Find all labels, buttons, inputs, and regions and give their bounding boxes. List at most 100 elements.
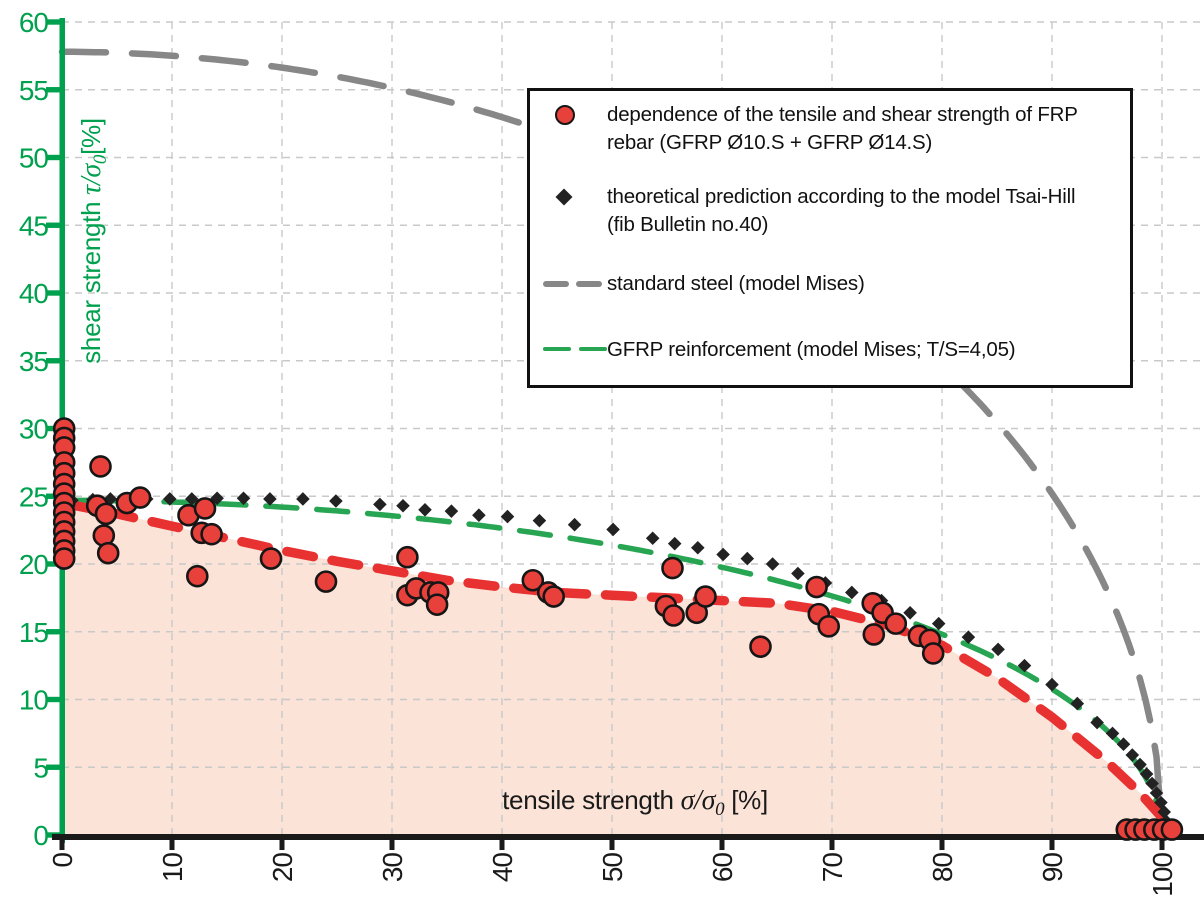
diamond-point [903, 605, 917, 620]
legend-line: (fib Bulletin no.40) [607, 212, 769, 236]
x-tick-label: 40 [487, 853, 518, 883]
circle-point [89, 455, 112, 478]
tick-labels: 0 5 10 15 20 25 30 35 40 45 50 55 60 0 10 20 30 40 50 60 70 8… [19, 7, 1178, 897]
x-tick-label: 80 [927, 853, 958, 883]
circle-point [1160, 818, 1184, 841]
green-dash-marker-icon [579, 346, 607, 352]
y-tick-label: 15 [19, 617, 49, 648]
legend-item-label: GFRP reinforcement (model Mises; T/S=4,0… [607, 336, 1016, 364]
y-axis-tick [46, 764, 65, 770]
legend-line: dependence of the tensile and shear stre… [607, 103, 1078, 126]
circle-point [96, 541, 120, 565]
legend-item-gfrp-mises: GFRP reinforcement (model Mises; T/S=4,0… [543, 336, 1120, 364]
circle-point [94, 502, 118, 526]
circle-point [425, 593, 449, 616]
circle-point [884, 612, 908, 635]
diamond-point [740, 551, 755, 566]
diamond-point [532, 513, 547, 528]
y-axis-title-text: shear strength [76, 194, 106, 364]
gray-dash-marker-icon [543, 280, 569, 287]
circle-point [193, 497, 217, 520]
circle-point [749, 635, 772, 658]
y-tick-label: 20 [19, 549, 49, 580]
diamond-point [991, 642, 1005, 657]
circle-point [128, 486, 152, 509]
x-tick-label: 10 [157, 853, 188, 883]
y-axis-tick [46, 87, 65, 93]
circle-point [862, 623, 886, 646]
legend-line: theoretical prediction according to the … [607, 185, 1076, 208]
diamond-point [296, 492, 310, 506]
y-axis-tick [46, 154, 65, 161]
x-axis-unit: [%] [724, 785, 768, 815]
diamond-point [1139, 767, 1154, 781]
circle-point [921, 642, 945, 665]
frp-experimental-points [52, 417, 1184, 841]
y-axis-tick [46, 222, 65, 228]
diamond-point [645, 531, 660, 546]
y-tick-label: 5 [33, 752, 48, 783]
y-tick-label: 45 [19, 210, 49, 241]
y-axis-tick [46, 629, 65, 635]
x-axis-symbol: σ/σ [680, 785, 716, 816]
diamond-point [444, 504, 459, 518]
diamond-point [329, 494, 343, 508]
x-axis-title-text: tensile strength [502, 785, 681, 815]
gray-dash-marker-icon [576, 280, 602, 287]
y-tick-label: 55 [19, 75, 49, 106]
circle-point [542, 585, 566, 608]
x-axis-tick [169, 840, 175, 850]
legend-marker-cell [543, 101, 607, 128]
diamond-point [765, 557, 780, 571]
x-axis-tick [719, 840, 725, 850]
circle-point [662, 604, 685, 627]
y-tick-label: 35 [19, 346, 49, 377]
x-axis-tick [59, 840, 65, 850]
y-axis-tick [46, 290, 65, 296]
circle-point [186, 564, 209, 588]
circle-point [259, 547, 283, 570]
circle-point [314, 570, 338, 593]
legend-item-tsai-hill: theoretical prediction according to the … [543, 183, 1120, 238]
y-axis-tick [46, 696, 65, 703]
tsai-hill-points [65, 491, 1174, 836]
black-diamond-marker-icon [555, 188, 573, 205]
diamond-point [791, 566, 805, 581]
legend-item-label: dependence of the tensile and shear stre… [607, 101, 1078, 156]
gfrp-mises-curve [59, 497, 1165, 838]
legend-item-label: standard steel (model Mises) [607, 270, 865, 298]
legend-item-standard-steel: standard steel (model Mises) [543, 270, 1120, 298]
x-axis-tick [829, 840, 835, 850]
fill-region-under-trend [62, 503, 1176, 835]
x-axis-tick [279, 840, 285, 850]
legend-line: standard steel (model Mises) [607, 272, 865, 295]
diamond-point [1090, 715, 1104, 730]
diamond-point [396, 498, 410, 513]
diamond-point [606, 522, 620, 537]
x-tick-label: 50 [597, 853, 628, 883]
x-axis-tick [1049, 840, 1055, 850]
diamond-point [931, 616, 946, 631]
legend-item-label: theoretical prediction according to the … [607, 183, 1076, 238]
diamond-point [691, 540, 705, 555]
circle-point [396, 545, 419, 569]
legend-marker-cell [543, 183, 607, 210]
circle-point [52, 547, 76, 570]
x-tick-label: 20 [267, 853, 298, 883]
legend-line: GFRP reinforcement (model Mises; T/S=4,0… [607, 337, 1016, 361]
y-tick-label: 50 [19, 143, 49, 174]
legend-line: rebar (GFRP Ø10.S + GFRP Ø14.S) [607, 130, 933, 154]
diamond-point [667, 536, 682, 551]
green-dash-marker-icon [543, 346, 571, 352]
y-tick-label: 60 [19, 7, 49, 38]
x-axis-tick [389, 840, 395, 850]
diamond-point [472, 508, 486, 523]
diamond-point [716, 547, 730, 562]
y-axis-subscript: 0 [90, 154, 111, 165]
x-axis-tick [609, 840, 615, 850]
x-tick-label: 0 [47, 853, 78, 868]
circle-point [694, 585, 717, 608]
diamond-point [567, 517, 582, 532]
x-tick-label: 30 [377, 853, 408, 883]
